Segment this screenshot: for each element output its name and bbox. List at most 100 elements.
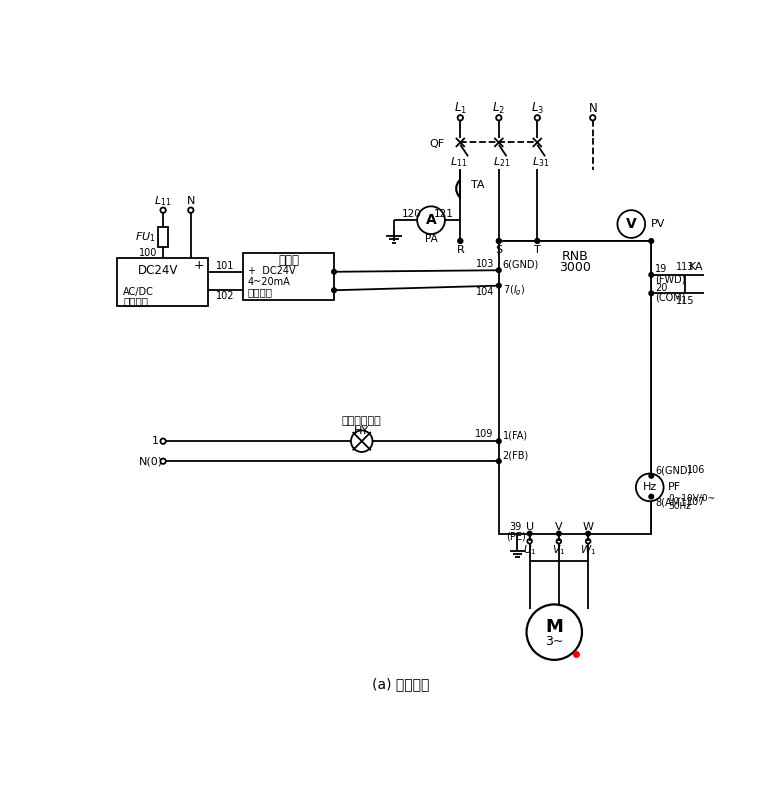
Text: 104: 104 <box>476 286 494 297</box>
Circle shape <box>496 268 501 272</box>
Text: 20: 20 <box>655 283 667 293</box>
Circle shape <box>649 473 654 478</box>
Text: +  DC24V: + DC24V <box>248 266 296 276</box>
Circle shape <box>417 207 445 234</box>
Text: $V_1$: $V_1$ <box>553 544 565 557</box>
Circle shape <box>636 473 663 501</box>
Text: $L_3$: $L_3$ <box>531 101 544 116</box>
Text: 1(FA): 1(FA) <box>503 430 528 440</box>
Text: $L_1$: $L_1$ <box>454 101 466 116</box>
Text: 变频故障指示: 变频故障指示 <box>342 416 382 426</box>
Text: 109: 109 <box>475 429 493 439</box>
Text: $U_1$: $U_1$ <box>523 544 536 557</box>
Text: (COM): (COM) <box>655 293 686 303</box>
Text: $L_{21}$: $L_{21}$ <box>493 155 510 170</box>
Text: 113: 113 <box>676 262 695 272</box>
Circle shape <box>496 238 501 243</box>
Text: $W_1$: $W_1$ <box>580 544 597 557</box>
Text: R: R <box>456 245 464 255</box>
Text: (PE): (PE) <box>506 532 525 542</box>
Circle shape <box>332 270 336 274</box>
Bar <box>117 258 208 305</box>
Text: 8(AM1): 8(AM1) <box>655 497 690 507</box>
Text: 106: 106 <box>687 466 705 476</box>
Circle shape <box>496 439 501 443</box>
Text: 19: 19 <box>655 264 667 275</box>
Circle shape <box>351 431 372 452</box>
Text: 1: 1 <box>152 436 159 447</box>
Text: 3~: 3~ <box>545 635 564 648</box>
Text: 121: 121 <box>434 209 453 219</box>
Text: 变送器: 变送器 <box>278 255 299 267</box>
Text: DC24V: DC24V <box>138 264 179 277</box>
Text: +: + <box>194 259 205 272</box>
Circle shape <box>496 238 501 243</box>
Text: N: N <box>187 196 195 206</box>
Circle shape <box>586 531 590 536</box>
Circle shape <box>496 283 501 288</box>
Text: V: V <box>626 217 637 231</box>
Text: AC/DC: AC/DC <box>123 286 154 297</box>
Text: 115: 115 <box>676 296 695 306</box>
Text: 6(GND): 6(GND) <box>503 260 539 270</box>
Text: $L_2$: $L_2$ <box>492 101 506 116</box>
Text: N(0): N(0) <box>139 456 163 466</box>
Circle shape <box>649 291 654 296</box>
Text: 开关电源: 开关电源 <box>123 296 148 306</box>
Text: 4~20mA: 4~20mA <box>248 277 291 286</box>
Text: TA: TA <box>471 180 485 190</box>
Circle shape <box>458 238 463 243</box>
Text: PA: PA <box>425 234 437 245</box>
Circle shape <box>528 531 532 536</box>
Text: HY: HY <box>354 426 369 436</box>
Circle shape <box>332 288 336 293</box>
Text: 101: 101 <box>216 260 234 271</box>
Bar <box>158 227 168 247</box>
Circle shape <box>535 238 539 243</box>
Text: $L_{11}$: $L_{11}$ <box>450 155 467 170</box>
Text: PF: PF <box>668 482 681 492</box>
Text: 120: 120 <box>401 209 422 219</box>
Circle shape <box>649 238 654 243</box>
Text: $L_{31}$: $L_{31}$ <box>532 155 549 170</box>
Text: W: W <box>583 522 593 532</box>
Text: 6(GND): 6(GND) <box>655 466 691 476</box>
Circle shape <box>496 459 501 463</box>
Text: 100: 100 <box>139 249 157 258</box>
Circle shape <box>649 272 654 277</box>
Text: U: U <box>525 522 534 532</box>
Circle shape <box>458 238 463 243</box>
Text: Hz: Hz <box>643 482 657 492</box>
Text: 39: 39 <box>510 522 522 533</box>
Bar <box>685 275 706 294</box>
Text: V: V <box>555 522 563 532</box>
Circle shape <box>557 531 561 536</box>
Text: 3000: 3000 <box>559 260 591 274</box>
Text: $L_{11}$: $L_{11}$ <box>154 194 172 208</box>
Text: KA: KA <box>688 262 703 272</box>
Text: M: M <box>546 618 563 636</box>
Text: 102: 102 <box>216 291 234 301</box>
Text: 50Hz: 50Hz <box>668 502 691 511</box>
Circle shape <box>527 604 582 660</box>
Text: 103: 103 <box>476 259 494 269</box>
Text: PV: PV <box>652 219 666 229</box>
Text: N: N <box>588 102 597 115</box>
Text: T: T <box>534 245 541 255</box>
Text: A: A <box>426 213 437 227</box>
Text: 107: 107 <box>687 497 705 507</box>
Text: $FU_1$: $FU_1$ <box>135 230 155 244</box>
Bar <box>499 241 652 533</box>
Text: S: S <box>495 245 503 255</box>
Circle shape <box>617 210 645 238</box>
Text: 2(FB): 2(FB) <box>503 450 529 460</box>
Circle shape <box>535 238 539 243</box>
Text: 7($I_g$): 7($I_g$) <box>503 284 525 298</box>
Bar <box>243 252 334 301</box>
Circle shape <box>649 495 654 499</box>
Text: (a) 一次电路: (a) 一次电路 <box>372 678 429 691</box>
Text: QF: QF <box>430 139 445 149</box>
Text: 0~10V/0~: 0~10V/0~ <box>668 494 715 503</box>
Text: (FWD): (FWD) <box>655 275 686 285</box>
Text: 电流输入: 电流输入 <box>248 287 273 297</box>
